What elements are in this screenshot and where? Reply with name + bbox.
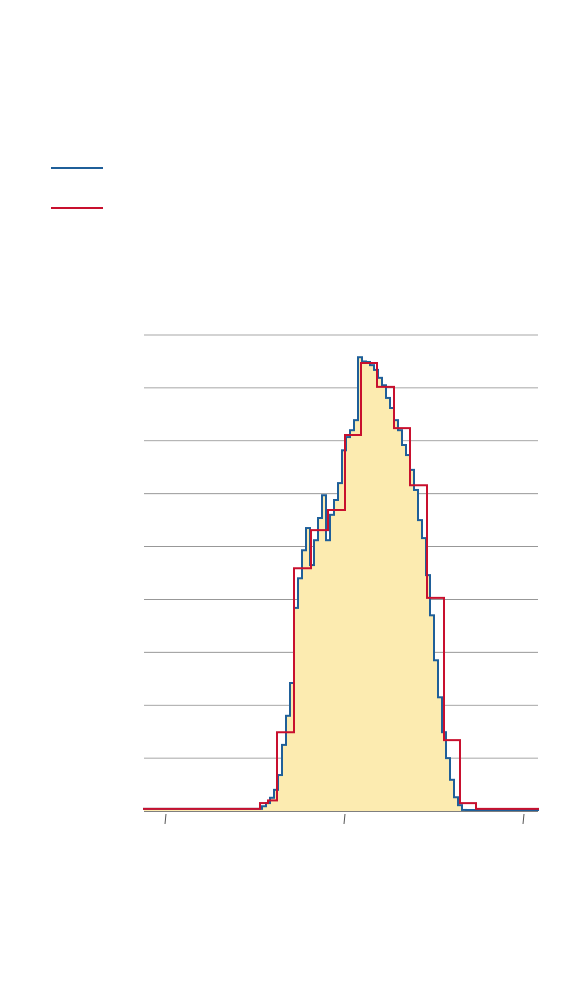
fill-bar bbox=[358, 357, 362, 811]
fill-bar bbox=[394, 420, 398, 811]
fill-bar bbox=[390, 407, 394, 811]
fill-bar bbox=[334, 500, 338, 811]
fill-bar bbox=[350, 430, 354, 811]
fill-bar bbox=[458, 805, 462, 811]
fill-bar bbox=[318, 517, 322, 811]
legend bbox=[51, 167, 103, 209]
fill-bar bbox=[418, 520, 422, 811]
x-tick bbox=[522, 813, 525, 825]
fill-bar bbox=[298, 578, 302, 811]
fill-bar bbox=[382, 385, 386, 811]
fill-bar bbox=[286, 715, 290, 811]
fill-bar bbox=[366, 361, 370, 811]
fill-bar bbox=[426, 575, 430, 811]
fill-bar bbox=[314, 540, 318, 811]
fill-bar bbox=[402, 445, 406, 811]
fill-bar bbox=[438, 697, 442, 811]
fill-bar bbox=[330, 514, 334, 811]
fill-bar bbox=[326, 540, 330, 811]
fill-bar bbox=[262, 806, 266, 811]
fill-bar bbox=[282, 744, 286, 811]
fill-bar bbox=[410, 469, 414, 811]
step-lines bbox=[143, 356, 539, 811]
fill-bar bbox=[338, 483, 342, 811]
fill-bar bbox=[422, 538, 426, 811]
area-fill bbox=[144, 357, 538, 811]
fill-bar bbox=[270, 797, 274, 811]
fill-bar bbox=[354, 420, 358, 811]
fill-bar bbox=[450, 779, 454, 811]
x-tick bbox=[164, 813, 167, 825]
fill-bar bbox=[414, 489, 418, 811]
fill-bar bbox=[342, 450, 346, 811]
fill-bar bbox=[454, 797, 458, 811]
fill-bar bbox=[290, 683, 294, 811]
fill-bar bbox=[278, 775, 282, 811]
fill-bar bbox=[442, 732, 446, 811]
x-tick bbox=[343, 813, 346, 825]
fill-bar bbox=[144, 808, 262, 811]
fill-bar bbox=[446, 758, 450, 811]
fill-bar bbox=[266, 803, 270, 811]
fill-bar bbox=[386, 397, 390, 811]
fill-bar bbox=[346, 437, 350, 811]
fill-bar bbox=[434, 660, 438, 811]
fill-bar bbox=[362, 361, 366, 811]
fill-bar bbox=[398, 430, 402, 811]
fill-bar bbox=[430, 615, 434, 811]
fill-bar bbox=[310, 565, 314, 811]
fill-bar bbox=[306, 528, 310, 811]
fill-bar bbox=[302, 550, 306, 811]
fill-bar bbox=[406, 455, 410, 811]
fill-bar bbox=[370, 365, 374, 811]
fill-bar bbox=[374, 369, 378, 811]
fill-bar bbox=[294, 607, 298, 811]
fill-bar bbox=[378, 377, 382, 811]
fill-bar bbox=[322, 495, 326, 811]
